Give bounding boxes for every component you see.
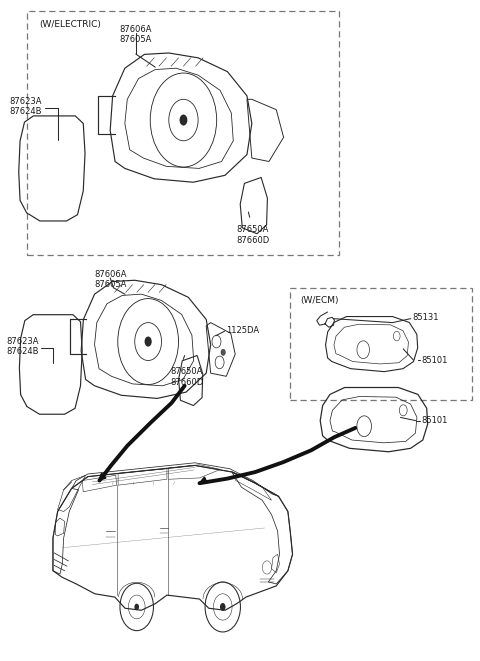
Circle shape [144, 336, 152, 346]
Text: 87606A
87605A: 87606A 87605A [120, 25, 152, 44]
Bar [27, 11, 339, 254]
Circle shape [220, 603, 226, 611]
Circle shape [134, 603, 139, 610]
Text: 1125DA: 1125DA [227, 326, 260, 335]
Text: 85131: 85131 [412, 313, 439, 322]
Circle shape [180, 114, 187, 126]
Circle shape [221, 349, 226, 356]
Text: (W/ELECTRIC): (W/ELECTRIC) [39, 20, 101, 29]
Text: (W/ECM): (W/ECM) [300, 296, 339, 305]
Text: 85101: 85101 [422, 356, 448, 365]
Text: 85101: 85101 [422, 416, 448, 425]
Text: 87606A
87605A: 87606A 87605A [94, 270, 126, 290]
Text: 87650A
87660D: 87650A 87660D [170, 368, 204, 387]
Text: 87623A
87624B: 87623A 87624B [10, 97, 42, 116]
Bar [290, 288, 472, 400]
Text: 87623A
87624B: 87623A 87624B [7, 336, 39, 356]
Text: 87650A
87660D: 87650A 87660D [236, 225, 270, 245]
